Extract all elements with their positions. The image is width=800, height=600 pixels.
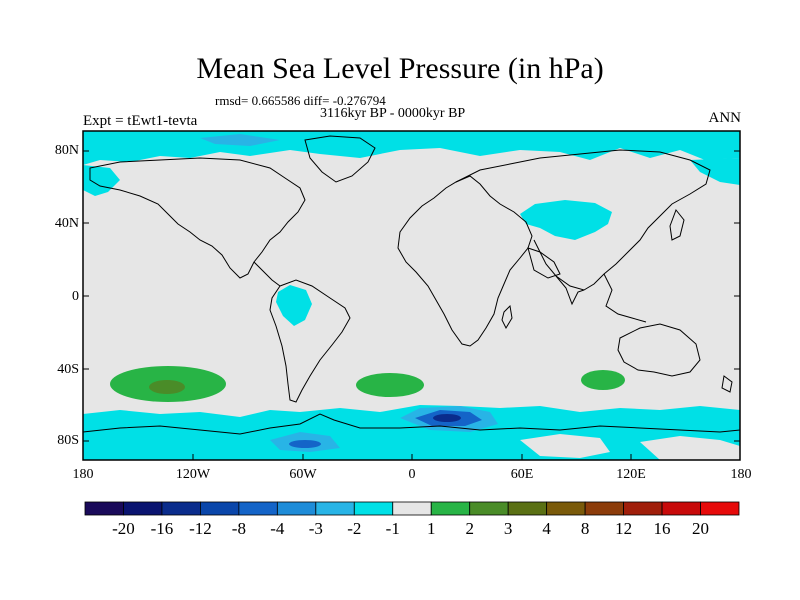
lat-label-40s: 40S bbox=[57, 362, 79, 377]
chart-title: Mean Sea Level Pressure (in hPa) bbox=[196, 52, 604, 85]
antarctica-coast bbox=[83, 413, 740, 435]
antarctic-negative-strong-west bbox=[289, 440, 321, 448]
south-pacific-positive-core bbox=[149, 380, 185, 394]
colorbar-swatch bbox=[200, 501, 240, 516]
colorbar-label: 20 bbox=[692, 519, 710, 538]
lat-label-40n: 40N bbox=[54, 216, 79, 231]
colorbar-swatch bbox=[276, 501, 317, 516]
colorbar-swatch bbox=[84, 501, 124, 516]
colorbar-label: 8 bbox=[580, 519, 590, 538]
lon-label-120w: 120W bbox=[175, 467, 211, 482]
japan-coast bbox=[669, 209, 685, 241]
colorbar-swatch bbox=[238, 501, 278, 516]
arctic-negative-medium bbox=[200, 134, 280, 146]
colorbar-label: 4 bbox=[542, 519, 551, 538]
antarctic-negative-deep bbox=[433, 414, 461, 422]
lon-label-60e: 60E bbox=[510, 467, 534, 482]
colorbar-label: -8 bbox=[231, 519, 246, 538]
asia-negative-region bbox=[520, 200, 612, 240]
colorbar-label: -16 bbox=[150, 519, 174, 538]
lat-label-80s: 80S bbox=[57, 433, 79, 448]
colorbar-swatch bbox=[507, 501, 548, 516]
colorbar-label: -2 bbox=[347, 519, 362, 538]
lon-label-180w: 180 bbox=[72, 467, 94, 482]
lon-label-60w: 60W bbox=[289, 467, 317, 482]
antarctic-neutral-patch-east bbox=[640, 436, 740, 460]
colorbar-swatch bbox=[161, 501, 201, 516]
colorbar-label: 3 bbox=[503, 519, 513, 538]
southeast-asia-coast bbox=[603, 273, 647, 323]
map-frame bbox=[82, 130, 741, 461]
map-panel bbox=[83, 131, 740, 460]
colorbar-label: -3 bbox=[308, 519, 323, 538]
colorbar-swatch bbox=[661, 501, 701, 516]
coastlines bbox=[83, 135, 740, 435]
lon-label-120e: 120E bbox=[616, 467, 646, 482]
season-label: ANN bbox=[708, 110, 742, 126]
neutral-field bbox=[83, 131, 740, 460]
experiment-label: Expt = tEwt1-tevta bbox=[83, 113, 198, 129]
lat-label-80n: 80N bbox=[54, 143, 79, 158]
colorbar-label: 12 bbox=[615, 519, 633, 538]
colorbar-swatch bbox=[315, 501, 355, 516]
north-america-coast bbox=[89, 157, 306, 279]
arabia-coast bbox=[527, 247, 561, 279]
colorbar-label: 2 bbox=[465, 519, 474, 538]
colorbar-label: 16 bbox=[653, 519, 671, 538]
colorbar-label: -20 bbox=[112, 519, 135, 538]
colorbar-swatch bbox=[546, 501, 586, 516]
madagascar-coast bbox=[501, 304, 513, 330]
india-coast bbox=[555, 275, 585, 306]
colorbar-swatch bbox=[392, 501, 432, 516]
eurasia-coast bbox=[455, 149, 711, 291]
australia-coast bbox=[617, 323, 701, 377]
colorbar-label: -12 bbox=[189, 519, 212, 538]
colorbar-swatch bbox=[353, 501, 394, 516]
arctic-negative-patch-east bbox=[690, 158, 740, 185]
south-america-coast bbox=[269, 279, 351, 403]
colorbar bbox=[84, 501, 740, 516]
colorbar-swatch bbox=[430, 501, 471, 516]
lon-label-180e: 180 bbox=[730, 467, 752, 482]
indian-ocean-positive bbox=[581, 370, 625, 390]
frame-ticks bbox=[83, 150, 740, 460]
colorbar-swatch bbox=[623, 501, 663, 516]
colorbar-label: -4 bbox=[270, 519, 285, 538]
colorbar-label: -1 bbox=[385, 519, 400, 538]
south-america-negative-region bbox=[276, 285, 312, 326]
lat-label-0: 0 bbox=[72, 289, 79, 304]
colorbar-swatch bbox=[700, 501, 740, 516]
colorbar-label: 1 bbox=[426, 519, 436, 538]
colorbar-swatch bbox=[584, 501, 624, 516]
antarctic-neutral-patch bbox=[520, 434, 610, 458]
colorbar-swatch bbox=[123, 501, 163, 516]
rmsd-diff-stats: rmsd= 0.665586 diff= -0.276794 bbox=[215, 93, 386, 108]
time-period-label: 3116kyr BP - 0000kyr BP bbox=[320, 106, 466, 121]
south-atlantic-positive bbox=[356, 373, 424, 397]
new-zealand-coast bbox=[721, 375, 733, 393]
greenland-coast bbox=[304, 135, 376, 183]
lon-label-0: 0 bbox=[408, 467, 416, 482]
colorbar-swatch bbox=[469, 501, 509, 516]
central-america-coast bbox=[253, 261, 281, 287]
